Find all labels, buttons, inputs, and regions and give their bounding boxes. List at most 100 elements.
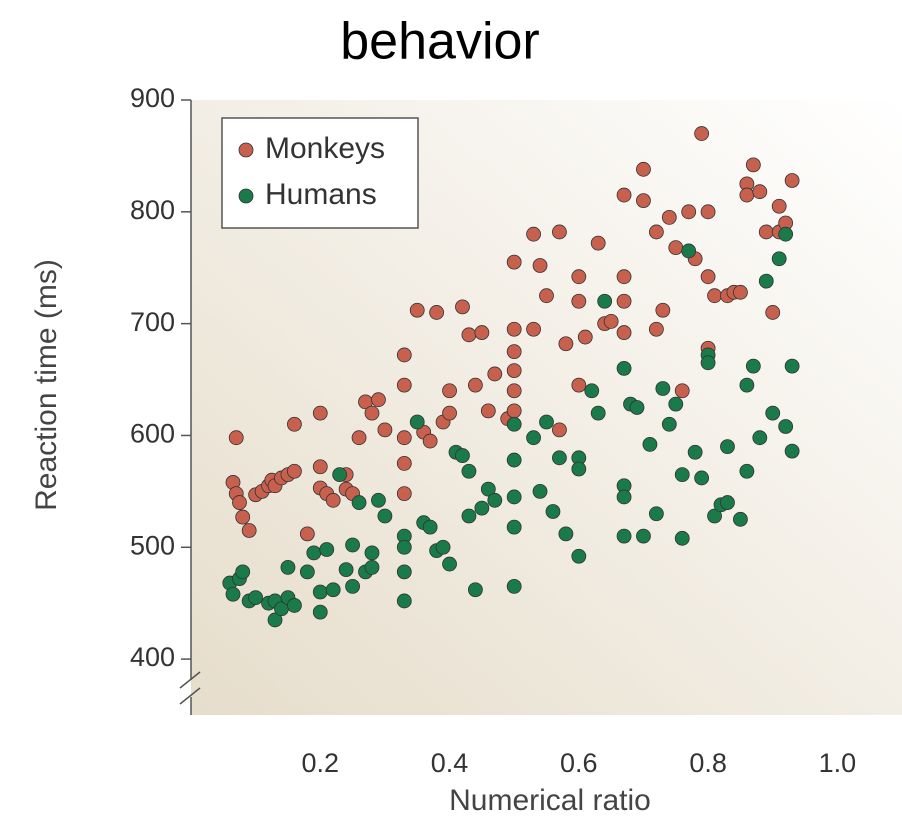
point: [429, 305, 445, 320]
point: [312, 584, 328, 600]
point: [396, 377, 412, 393]
point: [461, 508, 477, 524]
point: [733, 511, 748, 527]
point: [487, 366, 503, 382]
point: [655, 381, 671, 396]
y-axis-label: Reaction time (ms): [30, 259, 63, 511]
point: [332, 467, 348, 482]
point: [668, 240, 684, 256]
point: [396, 564, 412, 580]
point: [765, 305, 781, 320]
point: [739, 187, 755, 203]
point: [616, 360, 632, 376]
point: [745, 157, 761, 173]
point: [616, 489, 632, 505]
point: [752, 184, 768, 200]
point: [319, 542, 335, 557]
point: [571, 548, 587, 564]
point: [526, 430, 541, 446]
point: [539, 288, 554, 304]
point: [299, 526, 315, 542]
point: [616, 528, 632, 544]
point: [409, 414, 425, 430]
point: [506, 254, 522, 270]
point: [377, 422, 393, 438]
point: [306, 545, 322, 561]
point: [506, 519, 522, 535]
point: [409, 302, 425, 318]
point: [345, 579, 360, 594]
point: [707, 288, 722, 304]
point: [267, 612, 283, 628]
y-tick-label: 600: [130, 419, 175, 449]
point: [571, 377, 587, 393]
point: [655, 302, 671, 318]
point: [616, 325, 632, 340]
point: [474, 500, 490, 516]
point: [590, 405, 606, 421]
point: [480, 481, 496, 497]
point: [396, 430, 412, 446]
point: [597, 293, 613, 309]
y-tick-label: 900: [130, 83, 175, 113]
x-tick-label: 0.8: [689, 748, 727, 778]
point: [506, 489, 522, 505]
point: [351, 430, 367, 446]
point: [435, 539, 451, 555]
point: [552, 422, 567, 438]
point: [526, 226, 541, 242]
point: [720, 495, 735, 510]
point: [539, 414, 554, 430]
point: [506, 452, 522, 468]
point: [506, 579, 522, 594]
point: [461, 463, 477, 479]
point: [442, 405, 457, 421]
point: [590, 235, 606, 251]
point: [506, 321, 522, 337]
point: [758, 273, 774, 289]
legend-marker: [238, 142, 254, 158]
point: [784, 358, 800, 374]
point: [325, 492, 341, 508]
point: [668, 396, 684, 412]
point: [287, 416, 302, 432]
point: [487, 492, 503, 508]
point: [784, 173, 800, 188]
point: [455, 299, 470, 315]
point: [765, 405, 781, 421]
point: [571, 293, 587, 309]
point: [636, 193, 651, 209]
point: [778, 226, 794, 242]
point: [442, 383, 457, 399]
point: [241, 523, 257, 538]
x-tick-label: 0.2: [301, 748, 339, 778]
point: [312, 604, 328, 620]
point: [616, 269, 632, 285]
point: [642, 436, 658, 452]
point: [674, 530, 690, 546]
point: [467, 377, 483, 393]
point: [720, 439, 735, 455]
point: [584, 383, 600, 399]
point: [474, 325, 490, 340]
y-tick-label: 500: [130, 530, 175, 560]
legend-marker: [238, 188, 254, 204]
point: [312, 405, 328, 421]
point: [225, 586, 241, 602]
x-axis-label: Numerical ratio: [449, 784, 651, 817]
point: [506, 363, 522, 379]
point: [480, 403, 496, 419]
point: [287, 598, 302, 613]
point: [371, 492, 386, 508]
point: [351, 495, 367, 510]
point: [700, 355, 716, 371]
point: [506, 344, 522, 359]
point: [648, 506, 664, 522]
y-tick-label: 400: [130, 642, 175, 672]
point: [228, 430, 244, 446]
point: [700, 269, 716, 285]
point: [364, 545, 380, 561]
point: [771, 251, 787, 267]
legend: [221, 117, 419, 229]
point: [694, 126, 710, 141]
